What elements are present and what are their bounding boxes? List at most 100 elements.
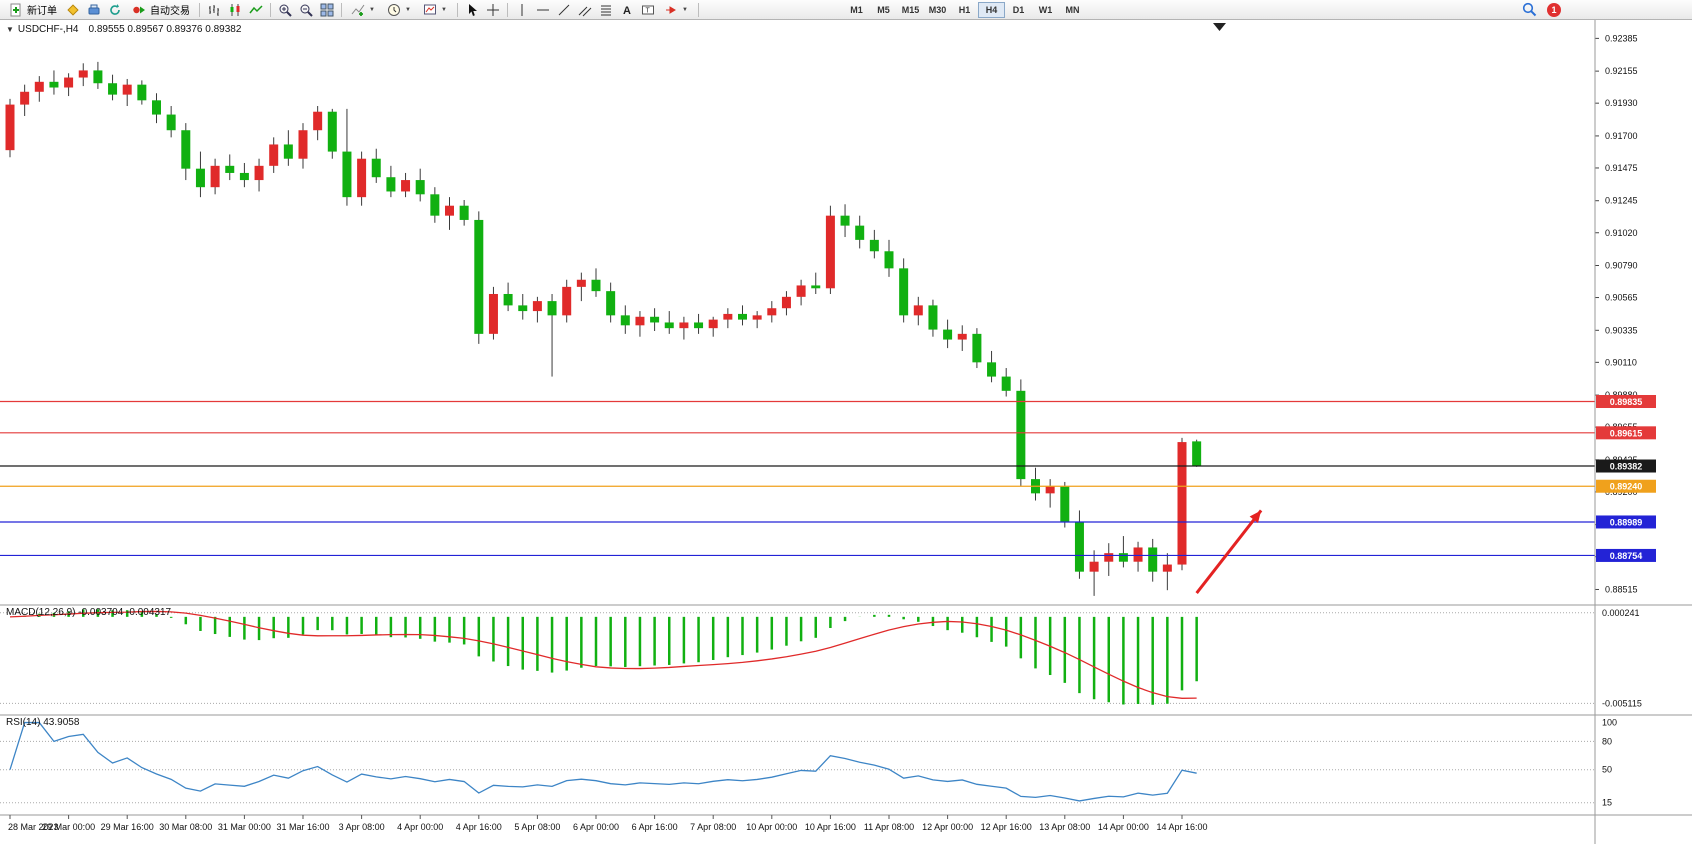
timeframe-button-H4[interactable]: H4 [978, 1, 1005, 18]
candle-body [576, 279, 586, 287]
equidistant-channel-button[interactable] [575, 1, 595, 19]
time-axis-label: 29 Mar 16:00 [101, 822, 154, 832]
candle-body [298, 130, 308, 159]
line-chart-button[interactable] [246, 1, 266, 19]
toolbar-divider [457, 2, 458, 17]
price-axis-label: 0.92385 [1605, 33, 1638, 43]
price-line-label [1596, 515, 1656, 529]
rsi-line [9, 721, 1197, 802]
price-axis-label: 0.90110 [1605, 357, 1637, 367]
price-axis-label: 0.92155 [1605, 66, 1638, 76]
candle-body [606, 291, 616, 316]
time-axis-label: 6 Apr 16:00 [632, 822, 678, 832]
indicators-button[interactable]: ▼ [346, 1, 381, 19]
chart-shift-marker[interactable] [1213, 23, 1226, 31]
price-line-label-text: 0.89240 [1610, 482, 1643, 492]
fibonacci-button[interactable] [596, 1, 616, 19]
text-label-button[interactable]: T [638, 1, 658, 19]
timeframe-button-MN[interactable]: MN [1059, 2, 1086, 18]
auto-trading-label: 自动交易 [150, 6, 190, 17]
vertical-line-button[interactable] [512, 1, 532, 19]
price-axis-label: 0.90790 [1605, 261, 1638, 271]
candle-body [430, 194, 440, 216]
candle-body [1001, 376, 1011, 391]
periods-button[interactable]: ▼ [382, 1, 417, 19]
macd-pane[interactable] [0, 605, 1595, 715]
line-chart-icon [249, 4, 263, 13]
tile-windows-button[interactable] [317, 1, 337, 19]
print-button[interactable] [84, 1, 104, 19]
price-line-label-text: 0.88754 [1610, 551, 1643, 561]
svg-text:A: A [623, 5, 631, 17]
zoom-out-button[interactable] [296, 1, 316, 19]
refresh-button[interactable] [105, 1, 125, 19]
bar-chart-button[interactable] [204, 1, 224, 19]
notification-badge[interactable]: 1 [1547, 2, 1561, 17]
time-axis-label: 10 Apr 16:00 [805, 822, 856, 832]
price-line-label [1596, 426, 1656, 440]
candle-body [884, 251, 894, 269]
candle-body [825, 215, 835, 289]
candle-body [811, 285, 821, 289]
time-axis-label: 7 Apr 08:00 [690, 822, 736, 832]
new-order-button[interactable]: 新订单 [3, 1, 62, 19]
auto-trading-button[interactable]: 自动交易 [126, 1, 195, 19]
candle-body [503, 293, 513, 306]
templates-dropdown-caret: ▼ [441, 6, 447, 13]
rsi-pane[interactable] [0, 715, 1595, 815]
price-axis-label: 0.91930 [1605, 98, 1638, 108]
candle-body [987, 362, 997, 377]
candle-body [796, 285, 806, 297]
timeframe-button-M1[interactable]: M1 [843, 2, 870, 18]
metaeditor-button[interactable] [63, 1, 83, 19]
cursor-button[interactable] [462, 1, 482, 19]
candle-body [928, 305, 938, 330]
candle-body [20, 91, 30, 105]
trend-arrow[interactable] [1195, 509, 1263, 594]
candle-body [1118, 553, 1128, 562]
candle-body [869, 239, 879, 252]
search-button[interactable] [1519, 1, 1539, 19]
candle-body [1060, 486, 1070, 522]
arrow-shapes-button[interactable]: ▼ [659, 1, 694, 19]
timeframe-button-W1[interactable]: W1 [1032, 2, 1059, 18]
timeframe-button-H1[interactable]: H1 [951, 2, 978, 18]
new-order-label: 新订单 [27, 6, 57, 17]
equidistant-channel-icon [578, 6, 592, 16]
candle-body [1162, 564, 1172, 572]
price-line-label [1596, 459, 1656, 473]
candle-body [122, 84, 132, 95]
time-axis-label: 14 Apr 00:00 [1098, 822, 1149, 832]
quick-trade-toggle-icon[interactable]: ▼ [6, 25, 14, 34]
price-line-label-text: 0.88989 [1610, 517, 1643, 527]
timeframe-button-M5[interactable]: M5 [870, 2, 897, 18]
price-axis-label: 0.91700 [1605, 131, 1638, 141]
toolbar: 新订单 自动交易 [0, 0, 1692, 20]
candle-body [767, 308, 777, 316]
time-axis-label: 5 Apr 08:00 [514, 822, 560, 832]
price-axis-label: 0.91475 [1605, 163, 1638, 173]
timeframe-button-D1[interactable]: D1 [1005, 2, 1032, 18]
zoom-in-icon [279, 4, 292, 17]
main-chart-pane[interactable] [0, 20, 1595, 605]
text-button[interactable]: A [617, 1, 637, 19]
candle-body [1074, 521, 1084, 572]
tile-windows-icon [320, 3, 334, 16]
candle-body [650, 316, 660, 323]
templates-button[interactable]: ▼ [418, 1, 453, 19]
macd-axis-label: -0.005115 [1602, 698, 1642, 708]
candle-body [694, 322, 704, 329]
timeframe-button-M30[interactable]: M30 [924, 2, 951, 18]
toolbar-divider [698, 2, 699, 17]
rsi-axis-label: 80 [1602, 736, 1612, 746]
candle-body [943, 329, 953, 340]
timeframe-button-M15[interactable]: M15 [897, 2, 924, 18]
crosshair-button[interactable] [483, 1, 503, 19]
time-axis-label: 12 Apr 16:00 [981, 822, 1032, 832]
zoom-in-button[interactable] [275, 1, 295, 19]
horizontal-line-button[interactable] [533, 1, 553, 19]
candlestick-chart-button[interactable] [225, 1, 245, 19]
candle-body [210, 165, 220, 188]
trendline-button[interactable] [554, 1, 574, 19]
